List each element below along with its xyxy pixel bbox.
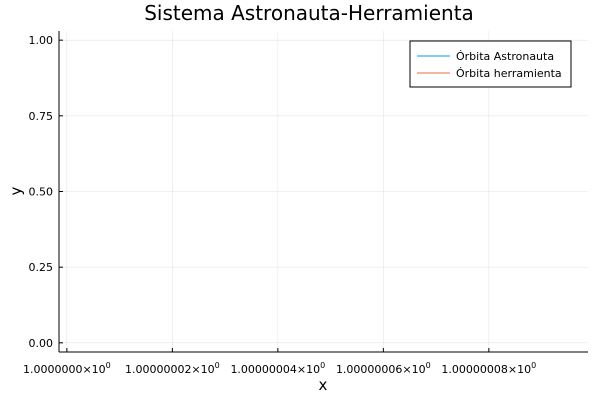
y-axis-label: y — [7, 186, 25, 195]
y-tick-label: 0.75 — [29, 110, 54, 123]
x-tick-label: 1.00000002×100 — [125, 361, 220, 376]
x-tick-label: 1.00000008×100 — [441, 361, 536, 376]
legend: Órbita Astronauta Órbita herramienta — [409, 40, 572, 88]
x-tick-label: 1.00000004×100 — [230, 361, 325, 376]
y-tick-label: 0.00 — [29, 337, 54, 350]
legend-label: Órbita Astronauta — [456, 50, 554, 63]
y-tick-label: 0.25 — [29, 261, 54, 274]
x-tick-label: 1.00000006×100 — [336, 361, 431, 376]
y-axis-ticks: 0.00 0.25 0.50 0.75 1.00 — [29, 34, 63, 350]
x-axis-label: x — [319, 376, 328, 394]
chart-title: Sistema Astronauta-Herramienta — [144, 1, 474, 25]
x-tick-label: 1.0000000×100 — [23, 361, 111, 376]
y-tick-label: 0.50 — [29, 186, 54, 199]
legend-box — [409, 40, 572, 88]
grid — [59, 31, 588, 352]
legend-label: Órbita herramienta — [456, 67, 562, 80]
y-tick-label: 1.00 — [29, 34, 54, 47]
x-axis-ticks: 1.0000000×100 1.00000002×100 1.00000004×10… — [23, 348, 536, 376]
